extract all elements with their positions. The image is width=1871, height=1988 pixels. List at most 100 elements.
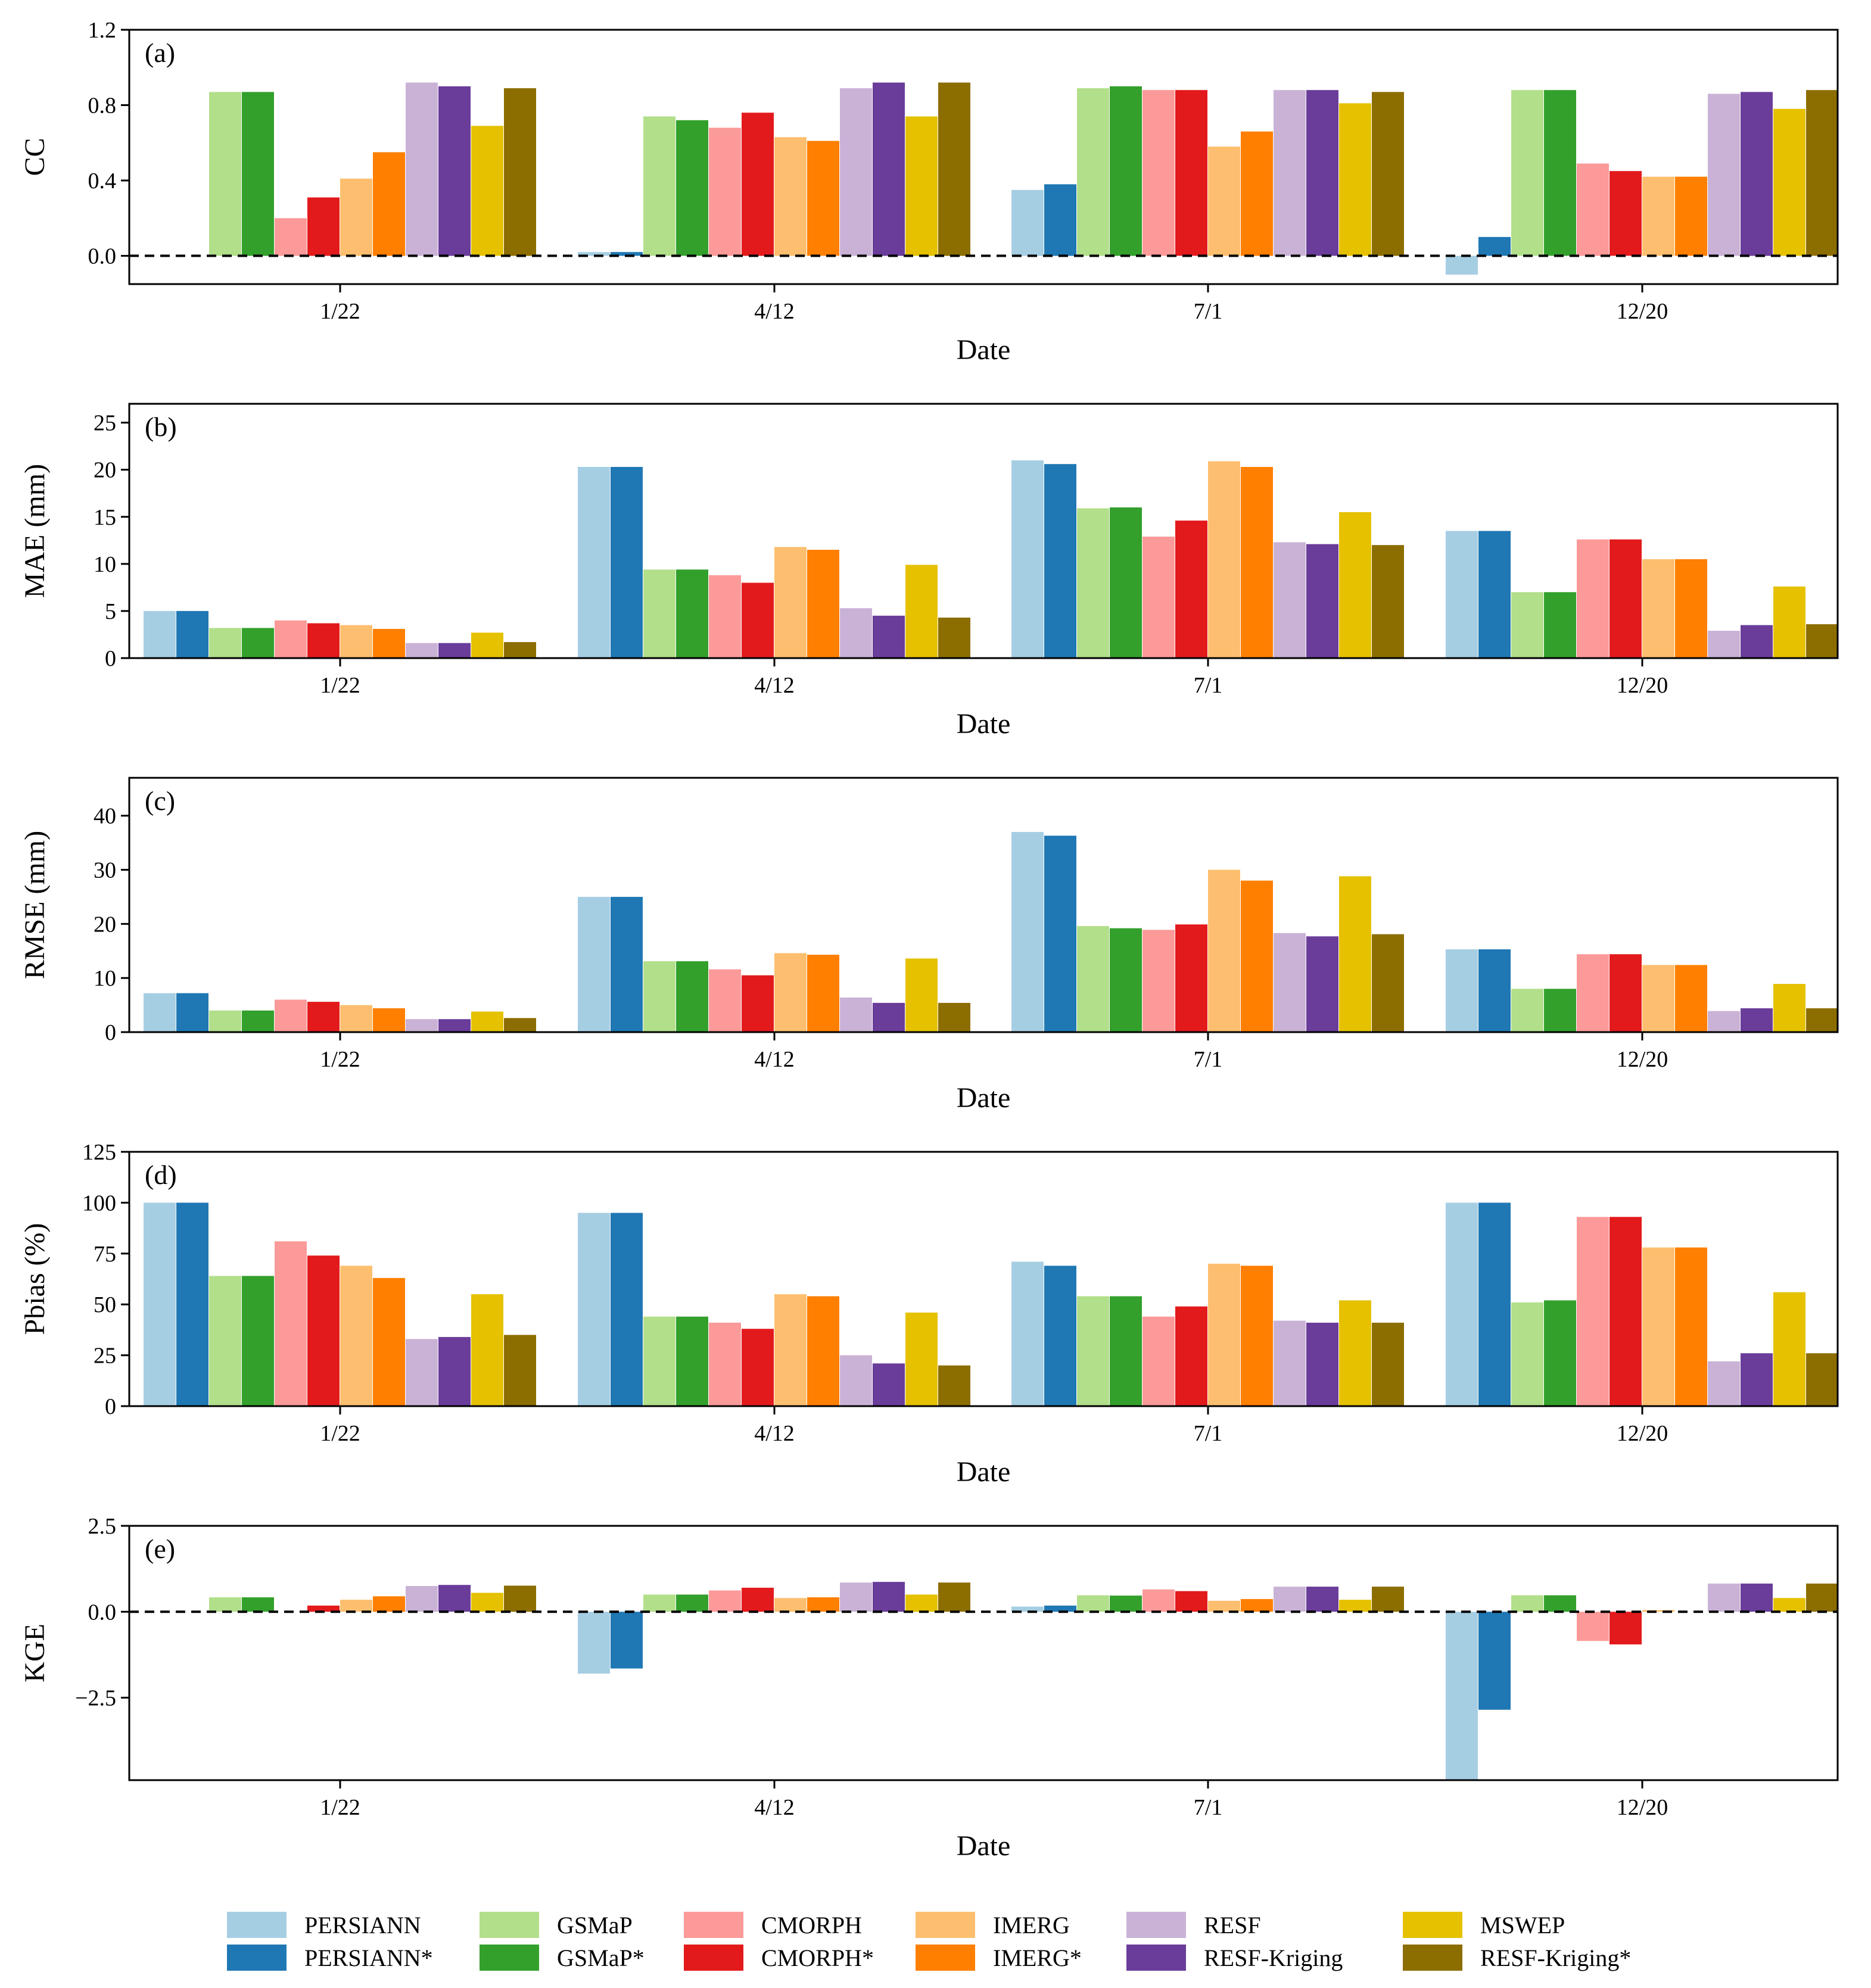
bar-imerg-star-4-12 <box>807 141 839 256</box>
x-tick-label: 4/12 <box>754 1421 795 1446</box>
x-tick-label: 1/22 <box>320 299 360 324</box>
bar-imerg-12-20 <box>1642 176 1674 256</box>
y-tick-label: −2.5 <box>75 1686 116 1711</box>
x-axis-title: Date <box>957 1082 1011 1114</box>
bar-gsmap-star-4-12 <box>676 961 708 1032</box>
y-tick-label: 75 <box>94 1242 116 1267</box>
y-tick-label: 50 <box>94 1292 116 1317</box>
panel-e: −2.5 0.0 2.5 1/22 4/12 7/1 12/20 Date KGE (e) <box>19 1514 1839 1862</box>
bar-imerg-1-22 <box>340 1600 372 1612</box>
bar-persiann-star-12-20 <box>1478 236 1511 256</box>
bar-cmorph-star-12-20 <box>1610 171 1642 256</box>
bar-resf-kriging-7-1 <box>1306 1322 1338 1406</box>
bar-persiann-7-1 <box>1011 460 1044 658</box>
legend-label: PERSIANN <box>304 1912 421 1939</box>
x-tick-label: 4/12 <box>754 1795 795 1820</box>
bar-imerg-star-12-20 <box>1675 1247 1707 1406</box>
bar-cmorph-12-20 <box>1577 1217 1609 1406</box>
bar-resf-kriging-7-1 <box>1306 544 1338 658</box>
legend-label: MSWEP <box>1480 1912 1565 1939</box>
y-tick-label: 0 <box>105 646 116 671</box>
bar-imerg-star-1-22 <box>373 1277 405 1406</box>
x-tick-label: 7/1 <box>1194 1421 1223 1446</box>
x-tick-label: 12/20 <box>1617 299 1668 324</box>
bar-imerg-star-7-1 <box>1241 131 1273 256</box>
bar-resf-kriging-star-4-12 <box>938 1002 970 1032</box>
bar-persiann-4-12 <box>578 1612 610 1674</box>
bar-resf-kriging-7-1 <box>1306 1587 1338 1612</box>
bar-gsmap-1-22 <box>209 1276 241 1406</box>
bar-cmorph-star-4-12 <box>742 975 774 1032</box>
bar-cmorph-1-22 <box>275 620 307 658</box>
legend-label: CMORPH <box>761 1912 862 1939</box>
legend-label: RESF <box>1204 1912 1261 1939</box>
x-tick-label: 12/20 <box>1617 1421 1668 1446</box>
x-axis-title: Date <box>957 334 1011 366</box>
bar-cmorph-star-7-1 <box>1175 924 1207 1032</box>
bar-imerg-star-7-1 <box>1241 1598 1273 1612</box>
bar-resf-kriging-7-1 <box>1306 90 1338 256</box>
bar-cmorph-7-1 <box>1142 1316 1175 1406</box>
bar-persiann-star-7-1 <box>1044 184 1076 256</box>
bar-imerg-star-1-22 <box>373 152 405 256</box>
bar-gsmap-12-20 <box>1511 1595 1543 1612</box>
bar-resf-kriging-star-12-20 <box>1806 624 1838 658</box>
bar-cmorph-4-12 <box>709 575 741 658</box>
bar-mswep-4-12 <box>905 1312 938 1406</box>
y-tick-label: 0.8 <box>88 94 117 119</box>
bar-resf-kriging-12-20 <box>1741 625 1773 658</box>
bar-cmorph-12-20 <box>1577 163 1609 256</box>
bar-persiann-1-22 <box>144 610 176 658</box>
bar-cmorph-12-20 <box>1577 539 1609 658</box>
bar-persiann-star-4-12 <box>611 1213 643 1406</box>
bar-mswep-4-12 <box>905 1594 938 1612</box>
bar-gsmap-star-1-22 <box>242 1276 274 1406</box>
bar-imerg-7-1 <box>1208 461 1240 658</box>
bar-imerg-star-12-20 <box>1675 176 1707 256</box>
bar-resf-1-22 <box>406 1586 438 1612</box>
y-tick-label: 15 <box>94 505 116 530</box>
bar-mswep-4-12 <box>905 958 938 1032</box>
x-axis-title: Date <box>957 1830 1011 1862</box>
legend-entry: RESF-Kriging* <box>1403 1945 1631 1971</box>
y-tick-label: 10 <box>94 966 116 991</box>
x-tick-label: 1/22 <box>320 1047 360 1072</box>
bar-mswep-7-1 <box>1339 876 1371 1032</box>
bar-resf-7-1 <box>1274 542 1306 658</box>
bar-resf-kriging-star-4-12 <box>938 82 970 256</box>
bar-persiann-star-1-22 <box>176 610 208 658</box>
bar-gsmap-star-7-1 <box>1110 1596 1142 1612</box>
bar-resf-kriging-12-20 <box>1741 1583 1773 1612</box>
bar-resf-kriging-4-12 <box>873 1363 905 1406</box>
bar-mswep-1-22 <box>471 1011 503 1032</box>
bar-resf-12-20 <box>1708 94 1740 256</box>
y-tick-label: 25 <box>94 411 116 436</box>
bar-imerg-star-1-22 <box>373 1596 405 1612</box>
bar-resf-kriging-star-1-22 <box>504 1335 536 1406</box>
bar-persiann-7-1 <box>1011 1261 1044 1406</box>
legend-entry: IMERG <box>916 1912 1070 1939</box>
panel-label: (e) <box>145 1534 175 1564</box>
bar-gsmap-star-12-20 <box>1544 989 1576 1032</box>
x-tick-label: 1/22 <box>320 673 360 698</box>
bar-resf-kriging-star-7-1 <box>1372 545 1404 658</box>
bar-persiann-1-22 <box>144 993 176 1032</box>
bar-gsmap-star-1-22 <box>242 1010 274 1032</box>
bar-cmorph-7-1 <box>1142 537 1175 658</box>
bar-persiann-4-12 <box>578 1213 610 1406</box>
y-axis-title: Pbias (%) <box>19 1223 51 1335</box>
bar-cmorph-12-20 <box>1577 1612 1609 1641</box>
legend-entry: GSMaP <box>480 1912 633 1939</box>
bar-persiann-4-12 <box>578 252 610 256</box>
x-tick-label: 4/12 <box>754 673 795 698</box>
bar-cmorph-7-1 <box>1142 90 1175 256</box>
bar-persiann-star-7-1 <box>1044 1605 1076 1612</box>
legend-entry: IMERG* <box>916 1945 1082 1971</box>
bar-gsmap-star-7-1 <box>1110 1296 1142 1406</box>
bar-persiann-12-20 <box>1446 1612 1478 1780</box>
bar-persiann-star-12-20 <box>1478 1612 1511 1710</box>
bar-imerg-4-12 <box>774 1294 807 1406</box>
bar-resf-kriging-star-1-22 <box>504 88 536 256</box>
bar-gsmap-star-1-22 <box>242 92 274 256</box>
